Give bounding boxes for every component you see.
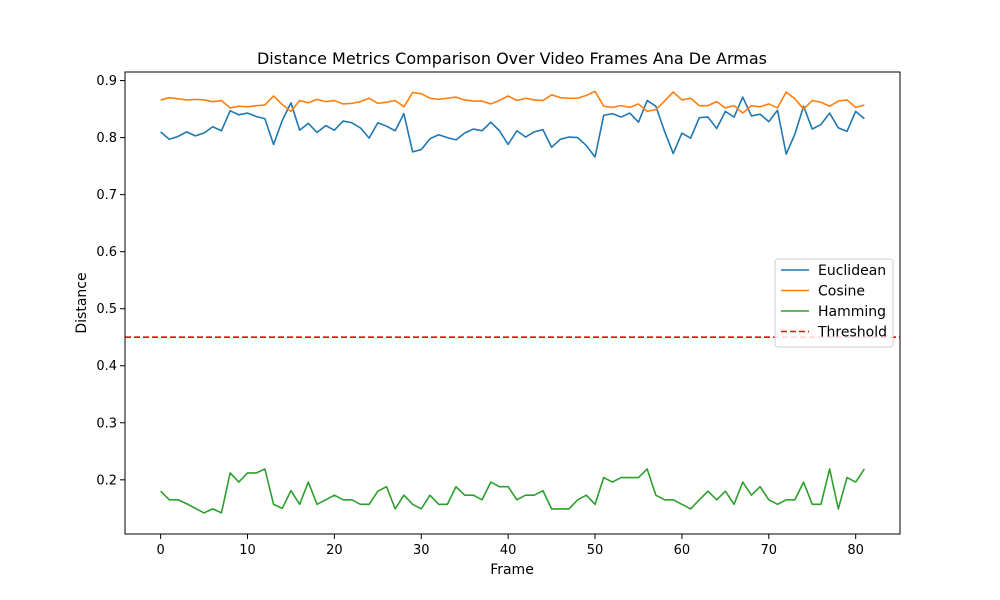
x-axis: 0 10 20 30 40 50 60 70 80 — [156, 534, 864, 558]
y-tick-label: 0.3 — [96, 416, 117, 431]
x-tick-label: 40 — [500, 543, 517, 558]
legend-label-euclidean: Euclidean — [818, 263, 886, 279]
y-axis: 0.2 0.3 0.4 0.5 0.6 0.7 0.8 0.9 — [96, 74, 125, 488]
y-tick-label: 0.8 — [96, 131, 117, 146]
x-tick-label: 60 — [674, 543, 691, 558]
legend: Euclidean Cosine Hamming Threshold — [774, 258, 894, 348]
series-line-hamming — [160, 468, 866, 514]
series-line-cosine — [160, 90, 865, 114]
y-axis-label: Distance — [74, 272, 90, 333]
chart-title: Distance Metrics Comparison Over Video F… — [257, 49, 767, 68]
y-tick-label: 0.9 — [96, 74, 117, 89]
y-tick-label: 0.4 — [96, 359, 117, 374]
x-tick-label: 80 — [847, 543, 864, 558]
y-tick-label: 0.5 — [96, 302, 117, 317]
x-tick-label: 30 — [413, 543, 430, 558]
legend-label-hamming: Hamming — [818, 304, 886, 320]
x-tick-label: 70 — [761, 543, 778, 558]
x-tick-label: 10 — [239, 543, 256, 558]
legend-label-threshold: Threshold — [817, 325, 887, 341]
x-tick-label: 20 — [326, 543, 343, 558]
plot-frame — [124, 71, 901, 535]
y-tick-label: 0.7 — [96, 188, 117, 203]
x-tick-label: 50 — [587, 543, 604, 558]
plot-area — [125, 90, 900, 514]
y-tick-label: 0.2 — [96, 473, 117, 488]
x-tick-label: 0 — [156, 543, 164, 558]
x-axis-label: Frame — [490, 562, 534, 578]
legend-label-cosine: Cosine — [818, 284, 865, 300]
y-tick-label: 0.6 — [96, 245, 117, 260]
series-line-euclidean — [160, 96, 865, 158]
legend-box — [774, 258, 894, 348]
